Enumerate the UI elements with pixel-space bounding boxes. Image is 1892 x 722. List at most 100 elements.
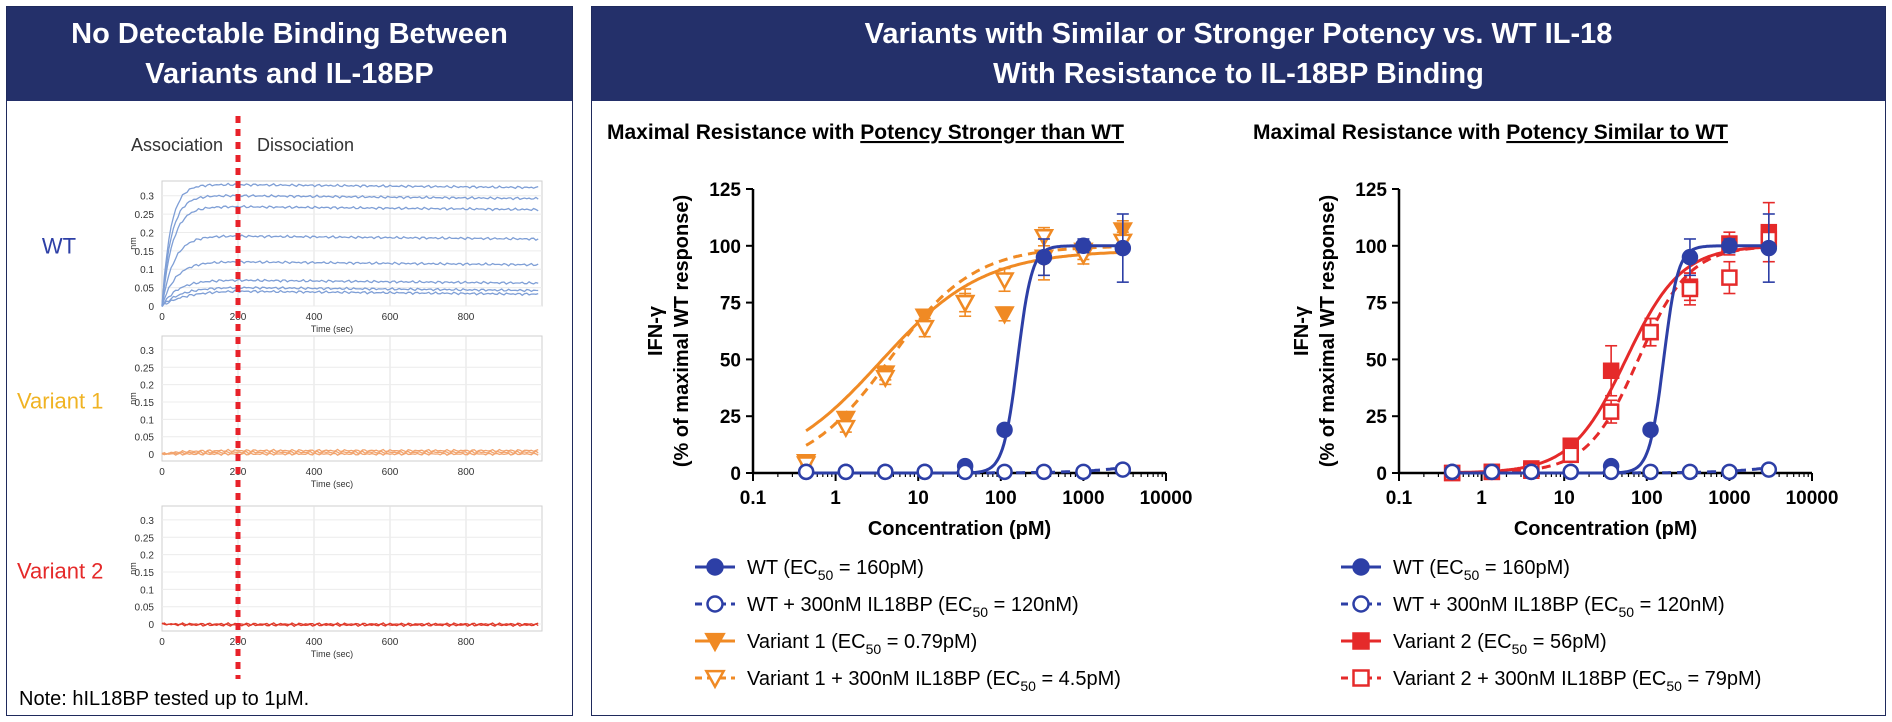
y-tick-label: 50 [1366,350,1387,371]
sensorgram-ylabel: nm [128,562,138,575]
legend-series-name: WT (EC [747,557,818,579]
legend-ec50-value: = 79pM) [1682,668,1761,690]
series-group [797,461,1132,481]
x-tick-label: 1000 [1708,488,1750,509]
sensorgram-ytick-label: 0 [148,302,154,313]
data-point [1443,463,1461,481]
right-panel-title-line2: With Resistance to IL-18BP Binding [993,58,1484,90]
chart-title-prefix: Maximal Resistance with [607,121,860,144]
x-tick-label: 10 [1554,488,1575,509]
association-label: Association [131,135,223,155]
legend-ec50-value: = 0.79pM) [881,631,977,653]
x-axis-label: Concentration (pM) [1514,518,1697,540]
data-point [1602,403,1620,420]
sensorgram-ytick-label: 0.15 [135,398,155,409]
x-tick-label: 1 [1476,488,1487,509]
y-axis-label-line1: IFN-γ [1291,305,1313,356]
note-text: Note: hIL18BP tested up to 1μM. [19,688,309,710]
legend-series-name: WT + 300nM IL18BP (EC [1393,594,1618,616]
data-point [1642,323,1659,341]
y-tick-label: 50 [720,350,741,371]
data-point [1523,463,1540,481]
legend-label: Variant 1 + 300nM IL18BP (EC50 = 4.5pM) [747,668,1121,694]
sensorgram-ytick-label: 0.05 [135,284,155,295]
data-point [1602,463,1620,481]
x-tick-label: 100 [985,488,1017,509]
y-axis-label-line1: IFN-γ [645,305,667,356]
data-point [1642,463,1659,481]
legend-series-name: Variant 2 + 300nM IL18BP (EC [1393,668,1666,690]
sensorgram-xtick-label: 0 [159,312,165,323]
sensorgram-trace [161,204,539,306]
right-panel: Variants with Similar or Stronger Potenc… [591,6,1886,716]
sensorgram-trace [161,278,539,307]
chart-title: Maximal Resistance with Potency Similar … [1253,121,1728,144]
x-tick-label: 10 [908,488,929,509]
left-panel-title-line2: Variants and IL-18BP [145,58,434,90]
sensorgram-ytick-label: 0.3 [140,192,154,203]
legend-ec50-value: = 160pM) [833,557,924,579]
data-point [1483,463,1501,481]
data-point [1681,280,1699,298]
data-point [704,669,726,690]
data-point [996,463,1013,481]
legend-series-name: Variant 1 (EC [747,631,866,653]
sensorgram-ytick-label: 0 [148,450,154,461]
legend-label: Variant 2 + 300nM IL18BP (EC50 = 79pM) [1393,668,1761,694]
legend-series-name: WT (EC [1393,557,1464,579]
sensorgram-sample-label: Variant 1 [17,389,103,414]
data-point [1760,239,1778,257]
sensorgram-xtick-label: 800 [458,637,475,648]
legend-ec50-value: = 120nM) [988,594,1079,616]
legend-entry: Variant 2 (EC50 = 56pM) [1341,631,1607,657]
legend-label: Variant 2 (EC50 = 56pM) [1393,631,1607,657]
data-point [1562,463,1579,481]
data-point [1075,463,1092,481]
data-point [835,419,857,439]
sensorgram-xtick-label: 400 [306,637,323,648]
x-tick-label: 100 [1631,488,1663,509]
legend-ec50-value: = 160pM) [1479,557,1570,579]
y-tick-label: 100 [1355,237,1387,258]
legend-label: WT (EC50 = 160pM) [1393,557,1570,583]
sensorgram-trace [161,285,539,308]
data-point [1721,237,1738,255]
y-tick-label: 75 [1366,294,1388,315]
data-point [1114,239,1132,257]
legend-subscript: 50 [1666,678,1682,694]
sensorgram-ytick-label: 0.2 [140,381,154,392]
sensorgram-xlabel: Time (sec) [311,479,353,489]
legend-entry: Variant 1 (EC50 = 0.79pM) [695,631,977,657]
legend-label: Variant 1 (EC50 = 0.79pM) [747,631,977,657]
y-axis-label-line2: (% of maximal WT response) [1317,195,1339,467]
legend-entry: Variant 1 + 300nM IL18BP (EC50 = 4.5pM) [695,668,1121,694]
y-tick-label: 0 [1376,464,1387,485]
sensorgram-ytick-label: 0.1 [140,265,154,276]
legend-subscript: 50 [1512,641,1528,657]
data-point [706,595,724,613]
left-panel: No Detectable Binding Between Variants a… [6,6,573,716]
sensorgram-xtick-label: 600 [382,637,399,648]
legend-ec50-value: = 4.5pM) [1036,668,1121,690]
chart-title-underlined: Potency Similar to WT [1506,121,1728,144]
y-axis-label-line2: (% of maximal WT response) [671,195,693,467]
data-point [916,463,933,481]
data-point [1562,446,1579,464]
dose-response-chart: Maximal Resistance with Potency Stronger… [607,121,1192,694]
legend-entry: Variant 2 + 300nM IL18BP (EC50 = 79pM) [1341,668,1761,694]
sensorgram-xlabel: Time (sec) [311,324,353,334]
sensorgram-xtick-label: 400 [306,467,323,478]
sensorgram-ytick-label: 0 [148,620,154,631]
sensorgram-xtick-label: 600 [382,467,399,478]
sensorgram-xtick-label: 400 [306,312,323,323]
x-tick-label: 1000 [1062,488,1104,509]
legend-ec50-value: = 120nM) [1634,594,1725,616]
sensorgram-trace [161,260,539,307]
fit-curve [805,245,1123,447]
sensorgram-chart: 0.30.250.20.150.10.0500200400600800Time … [128,180,543,334]
legend-series-name: WT + 300nM IL18BP (EC [747,594,972,616]
data-point [996,421,1013,439]
data-point [1602,362,1620,380]
chart-title: Maximal Resistance with Potency Stronger… [607,121,1124,144]
data-point [706,558,724,576]
